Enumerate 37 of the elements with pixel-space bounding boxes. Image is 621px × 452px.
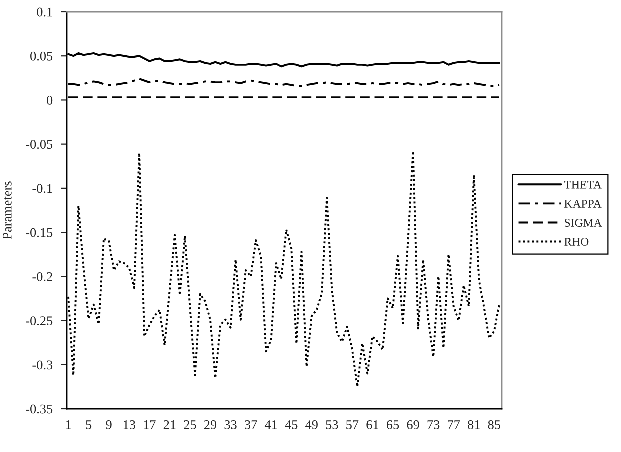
x-tick-label: 65 xyxy=(386,420,400,430)
x-tick-label: 69 xyxy=(407,420,420,430)
legend-label: SIGMA xyxy=(565,219,602,227)
y-tick-label: 0.1 xyxy=(37,8,52,17)
legend-label: THETA xyxy=(564,180,602,189)
x-tick-label: 45 xyxy=(285,420,298,430)
x-tick-label: 37 xyxy=(245,420,258,430)
x-tick-label: 25 xyxy=(184,420,196,430)
y-tick-label: -0.35 xyxy=(26,404,53,414)
x-tick-label: 1 xyxy=(66,420,72,430)
x-tick-label: 33 xyxy=(224,420,237,430)
x-tick-label: 57 xyxy=(346,420,359,430)
x-tick-label: 21 xyxy=(164,420,176,430)
y-tick-label: -0.05 xyxy=(26,140,53,150)
x-tick-label: 41 xyxy=(264,420,278,430)
x-tick-label: 73 xyxy=(428,420,440,430)
legend-label: KAPPA xyxy=(564,200,602,208)
x-tick-label: 17 xyxy=(144,420,156,430)
y-axis-title: Parameters xyxy=(3,182,12,240)
y-tick-label: -0.15 xyxy=(26,228,53,238)
y-tick-label: -0.1 xyxy=(32,184,52,194)
x-tick-label: 9 xyxy=(106,420,112,430)
x-tick-label: 81 xyxy=(468,420,480,430)
x-tick-label: 49 xyxy=(306,420,318,430)
x-tick-label: 85 xyxy=(488,420,500,430)
x-tick-label: 13 xyxy=(124,420,136,430)
y-tick-label: -0.2 xyxy=(32,272,52,282)
x-tick-label: 77 xyxy=(448,420,460,430)
x-tick-label: 29 xyxy=(204,420,217,430)
x-tick-label: 53 xyxy=(326,420,338,430)
y-tick-label: 0.05 xyxy=(30,52,53,61)
y-tick-label: 0 xyxy=(47,96,53,105)
x-tick-label: 5 xyxy=(86,420,92,430)
legend-label: RHO xyxy=(564,238,589,246)
x-tick-label: 61 xyxy=(366,420,379,430)
y-tick-label: -0.3 xyxy=(32,360,53,370)
y-tick-label: -0.25 xyxy=(26,316,53,326)
